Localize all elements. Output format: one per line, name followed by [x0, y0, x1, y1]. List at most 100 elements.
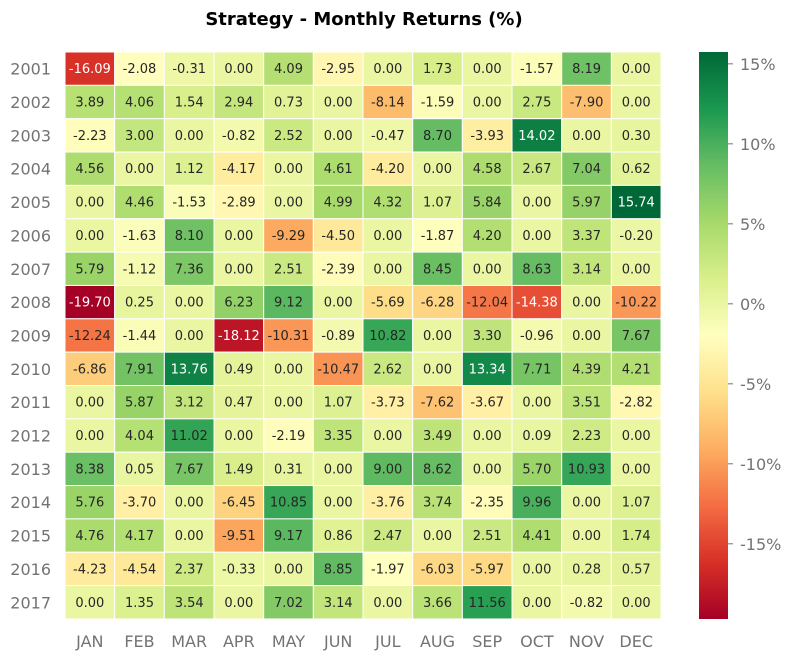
cell-value-label: -10.31 [268, 329, 310, 344]
cell-value-label: 10.93 [568, 462, 605, 477]
cell-value-label: 0.00 [175, 496, 204, 511]
x-tick-label: MAR [171, 632, 207, 651]
cell-value-label: 3.14 [572, 262, 601, 277]
heatmap-cell [213, 585, 265, 620]
cell-value-label: 0.00 [423, 162, 452, 177]
cell-value-label: 2.75 [522, 96, 551, 111]
cell-value-label: 0.00 [274, 396, 303, 411]
colorbar-tick-label: -10% [740, 455, 781, 474]
cell-value-label: 1.07 [423, 196, 452, 211]
cell-value-label: -10.22 [615, 296, 657, 311]
cell-value-label: 11.56 [469, 596, 506, 611]
cell-value-label: 4.17 [125, 529, 154, 544]
cell-value-label: 3.54 [175, 596, 204, 611]
cell-value-label: 0.00 [224, 229, 253, 244]
cell-value-label: -5.97 [470, 562, 504, 577]
cell-value-label: 0.00 [572, 296, 601, 311]
heatmap-cell [213, 84, 265, 120]
heatmap-cells: -16.09 -2.08 -0.31 0.00 4.09 -2.95 0.00 1.73 0.0… [64, 51, 662, 620]
x-tick-label: JUN [323, 632, 352, 651]
heatmap-cell [610, 151, 662, 186]
cell-value-label: 7.91 [125, 362, 154, 377]
cell-value-label: 0.05 [125, 462, 154, 477]
cell-value-label: 5.87 [125, 396, 154, 411]
cell-value-label: -4.23 [73, 562, 107, 577]
heatmap-cell [610, 385, 662, 420]
cell-value-label: -2.39 [321, 262, 355, 277]
heatmap-cell [610, 284, 662, 320]
cell-value-label: 0.49 [224, 362, 253, 377]
cell-value-label: 0.00 [175, 529, 204, 544]
heatmap-cell [263, 184, 314, 220]
cell-value-label: 1.73 [423, 62, 452, 77]
cell-value-label: -6.03 [421, 562, 455, 577]
cell-value-label: -2.08 [123, 62, 157, 77]
heatmap-cell [312, 451, 364, 487]
colorbar-tick-label: 5% [740, 215, 765, 234]
cell-value-label: -0.33 [222, 562, 256, 577]
cell-value-label: 0.00 [175, 296, 204, 311]
y-tick-label: 2011 [10, 393, 51, 412]
cell-value-label: 7.71 [522, 362, 551, 377]
cell-value-label: 3.66 [423, 596, 452, 611]
cell-value-label: 0.25 [125, 296, 154, 311]
cell-value-label: 13.76 [171, 362, 208, 377]
heatmap-cell [64, 585, 116, 620]
heatmap-cell [163, 184, 215, 220]
heatmap-cell [64, 151, 116, 186]
cell-value-label: 0.30 [622, 129, 651, 144]
cell-value-label: 0.00 [522, 229, 551, 244]
cell-value-label: 0.00 [274, 362, 303, 377]
heatmap-cell [610, 551, 662, 587]
cell-value-label: 2.67 [522, 162, 551, 177]
heatmap-cell [412, 351, 463, 386]
heatmap-cell [263, 485, 314, 520]
cell-value-label: -0.20 [619, 229, 653, 244]
cell-value-label: 0.00 [423, 529, 452, 544]
heatmap-cell [362, 118, 414, 153]
heatmap-cell [511, 351, 563, 386]
cell-value-label: 0.00 [622, 429, 651, 444]
cell-value-label: 8.19 [572, 62, 601, 77]
heatmap-cell [412, 184, 463, 220]
heatmap-cell [312, 251, 364, 286]
heatmap-cell [561, 84, 612, 120]
heatmap-cell [561, 418, 612, 453]
x-tick-label: DEC [619, 632, 653, 651]
heatmap-cell [610, 351, 662, 386]
heatmap-cell [312, 218, 364, 253]
cell-value-label: 3.37 [572, 229, 601, 244]
y-tick-label: 2017 [10, 593, 51, 612]
cell-value-label: 4.99 [324, 196, 353, 211]
cell-value-label: 4.04 [125, 429, 154, 444]
heatmap-cell [511, 151, 563, 186]
cell-value-label: 8.85 [324, 562, 353, 577]
heatmap-cell [610, 485, 662, 520]
heatmap-cell [362, 585, 414, 620]
heatmap-cell [64, 485, 116, 520]
heatmap-cell [163, 284, 215, 320]
cell-value-label: 8.70 [423, 129, 452, 144]
heatmap-cell [511, 585, 563, 620]
cell-value-label: 8.38 [75, 462, 104, 477]
heatmap-cell [263, 518, 314, 553]
cell-value-label: -1.12 [123, 262, 157, 277]
heatmap-cell [511, 518, 563, 553]
heatmap-cell [412, 551, 463, 587]
cell-value-label: 0.00 [423, 329, 452, 344]
cell-value-label: 4.76 [75, 529, 104, 544]
cell-value-label: -0.82 [570, 596, 604, 611]
heatmap-cell [610, 118, 662, 153]
cell-value-label: 0.57 [622, 562, 651, 577]
cell-value-label: 11.02 [171, 429, 208, 444]
cell-value-label: -2.23 [73, 129, 107, 144]
cell-value-label: -2.19 [272, 429, 306, 444]
x-tick-label: AUG [420, 632, 455, 651]
cell-value-label: 0.00 [75, 596, 104, 611]
heatmap-cell [610, 251, 662, 286]
cell-value-label: -7.90 [570, 96, 604, 111]
cell-value-label: -1.87 [421, 229, 455, 244]
cell-value-label: 1.12 [175, 162, 204, 177]
cell-value-label: -2.95 [321, 62, 355, 77]
y-tick-label: 2004 [10, 160, 51, 179]
